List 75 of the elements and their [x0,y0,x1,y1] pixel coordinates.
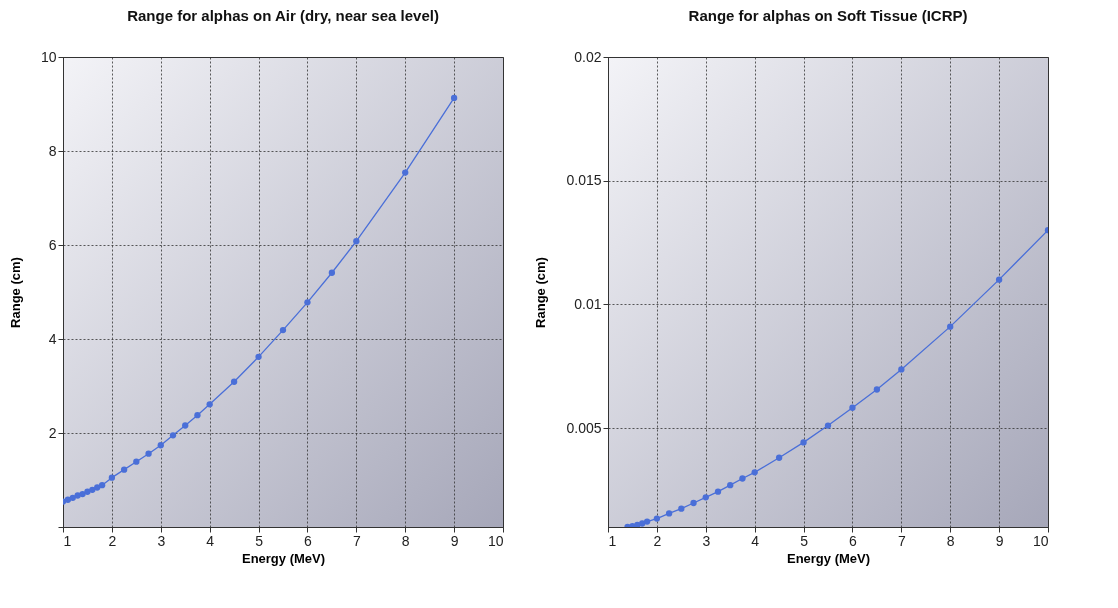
y-tick-label: 10 [40,48,57,65]
x-tick-label: 6 [849,532,858,549]
point [206,401,213,408]
point [727,482,734,489]
y-tick-label: 0.015 [566,172,602,189]
point [739,475,746,482]
point [169,432,177,439]
point [79,490,86,498]
x-tick-label: 4 [206,532,215,549]
x-tick-label: 1 [608,532,617,549]
point [702,494,709,501]
y-tick-label: 2 [48,424,57,441]
point [304,299,311,306]
x-tick-label: 2 [653,532,662,549]
x-tick-label: 9 [995,532,1004,549]
point [194,411,201,419]
point [800,439,807,446]
point [230,378,238,385]
x-tick-label: 8 [946,532,955,549]
y-tick-label: 0.01 [574,295,602,312]
point [751,469,758,476]
x-axis-title: Energy (MeV) [786,550,871,566]
point [873,386,881,393]
point [108,474,116,481]
chart-title: Range for alphas on Air (dry, near sea level) [127,7,439,24]
point [402,169,409,176]
point [182,422,189,429]
x-tick-label: 4 [751,532,760,549]
y-tick-label: 8 [48,142,57,159]
x-tick-label: 10 [487,532,504,549]
y-axis-title: Range (cm) [7,257,23,328]
point [328,269,336,276]
x-tick-label: 9 [450,532,459,549]
point [995,276,1003,283]
x-tick-label: 3 [702,532,711,549]
point [120,466,128,473]
chart-title: Range for alphas on Soft Tissue (ICRP) [688,7,968,24]
point [353,238,360,245]
x-tick-label: 6 [304,532,313,549]
point [714,488,722,495]
point [849,404,856,411]
point [69,494,76,502]
x-tick-label: 7 [352,532,361,549]
y-tick-label: 6 [48,236,57,253]
y-tick-label: 4 [48,330,57,347]
point [898,366,905,373]
point [450,94,458,102]
x-axis-title: Energy (MeV) [241,550,326,566]
point [643,518,651,525]
point [98,482,106,489]
x-tick-label: 1 [63,532,72,549]
point [145,450,152,457]
point [665,510,673,517]
x-tick-label: 5 [800,532,809,549]
point [775,454,783,461]
x-tick-label: 10 [1032,532,1049,549]
x-tick-label: 2 [108,532,117,549]
point [947,323,954,330]
point [255,353,262,361]
point [690,499,697,507]
x-tick-label: 5 [255,532,264,549]
y-tick-label: 0.02 [574,48,602,65]
point [64,496,72,503]
y-tick-label: 0.005 [566,419,602,436]
x-tick-label: 7 [897,532,906,549]
point [653,515,661,522]
point [133,458,140,465]
point [279,326,287,334]
x-tick-label: 8 [401,532,410,549]
point [157,442,164,449]
point [678,505,685,512]
x-tick-label: 3 [157,532,166,549]
point [824,422,832,429]
y-axis-title: Range (cm) [533,257,549,328]
point [94,484,101,491]
